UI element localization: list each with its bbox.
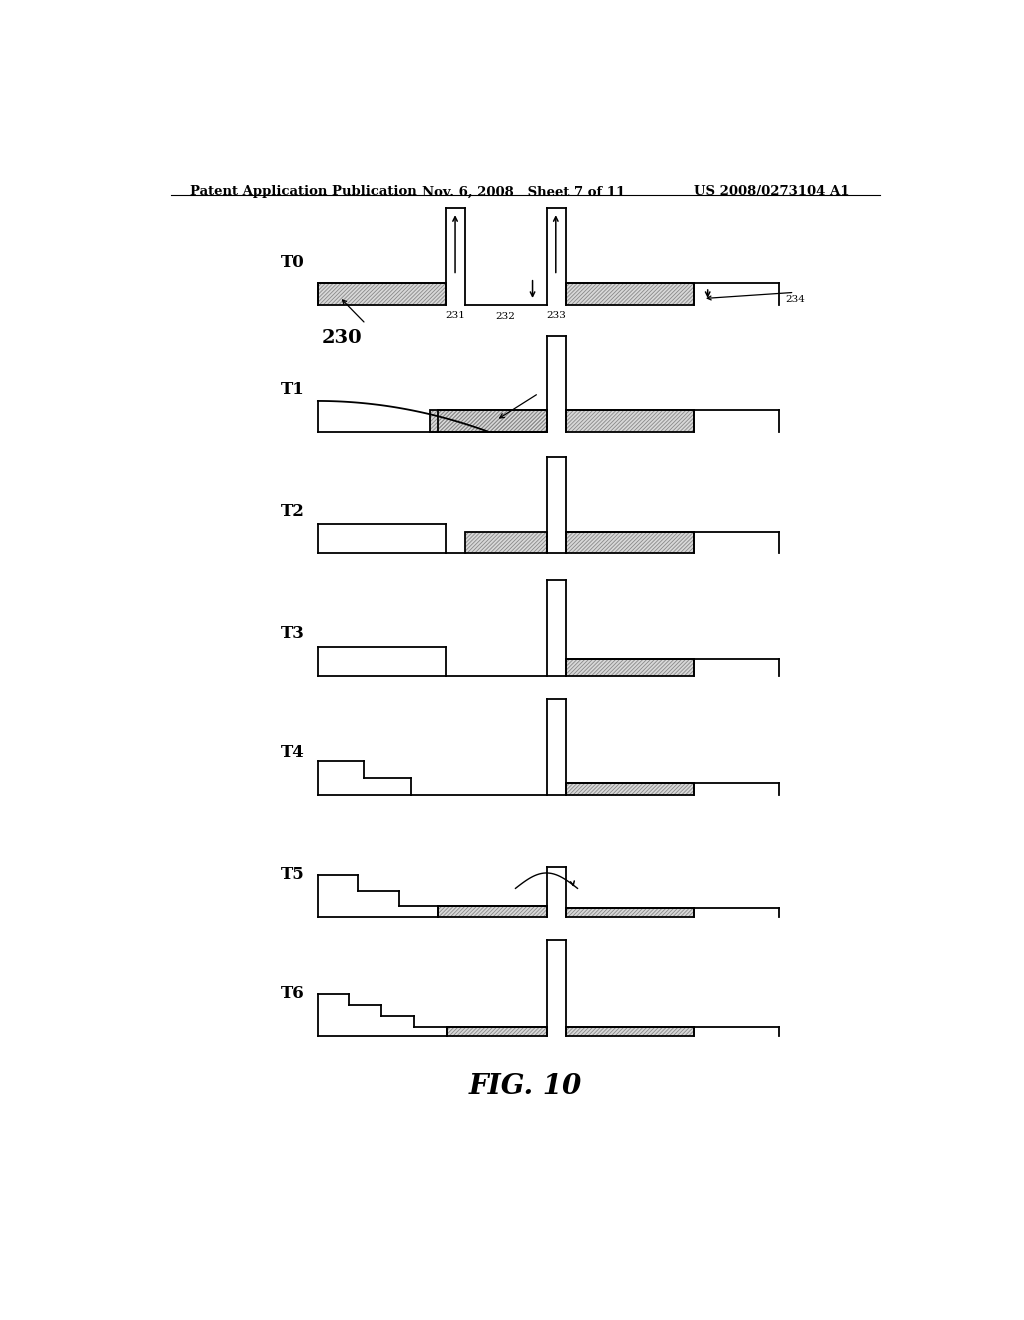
Bar bbox=[566, 1027, 693, 1036]
Bar bbox=[317, 284, 445, 305]
Bar bbox=[566, 411, 693, 432]
Text: T4: T4 bbox=[281, 744, 305, 762]
Bar bbox=[566, 783, 693, 795]
Text: Patent Application Publication: Patent Application Publication bbox=[190, 185, 417, 198]
Text: Nov. 6, 2008   Sheet 7 of 11: Nov. 6, 2008 Sheet 7 of 11 bbox=[423, 185, 626, 198]
Bar bbox=[566, 532, 693, 553]
Text: T0: T0 bbox=[281, 253, 305, 271]
Bar bbox=[566, 783, 693, 795]
Bar bbox=[438, 411, 547, 432]
Bar bbox=[465, 532, 547, 553]
Text: T1: T1 bbox=[281, 381, 305, 397]
Bar bbox=[438, 411, 547, 432]
Bar bbox=[566, 659, 693, 676]
Bar bbox=[566, 284, 693, 305]
Text: 232: 232 bbox=[496, 313, 515, 321]
Bar bbox=[317, 284, 445, 305]
Text: T3: T3 bbox=[281, 624, 305, 642]
Bar bbox=[566, 411, 693, 432]
Bar bbox=[566, 908, 693, 917]
Bar bbox=[438, 906, 547, 917]
Text: 231: 231 bbox=[445, 312, 465, 319]
Text: T5: T5 bbox=[281, 866, 305, 883]
Text: 233: 233 bbox=[546, 312, 565, 319]
Bar bbox=[446, 1027, 547, 1036]
Text: T2: T2 bbox=[281, 503, 305, 520]
Bar bbox=[566, 284, 693, 305]
Text: T6: T6 bbox=[281, 985, 305, 1002]
Bar bbox=[430, 411, 547, 432]
Bar bbox=[566, 1027, 693, 1036]
Text: US 2008/0273104 A1: US 2008/0273104 A1 bbox=[693, 185, 849, 198]
Bar bbox=[465, 532, 547, 553]
Bar bbox=[446, 1027, 547, 1036]
Text: 234: 234 bbox=[785, 294, 805, 304]
Bar bbox=[438, 906, 547, 917]
Text: 230: 230 bbox=[322, 330, 362, 347]
Bar bbox=[430, 411, 547, 432]
Bar bbox=[566, 659, 693, 676]
Bar bbox=[566, 532, 693, 553]
Bar bbox=[566, 908, 693, 917]
Text: FIG. 10: FIG. 10 bbox=[468, 1073, 582, 1100]
